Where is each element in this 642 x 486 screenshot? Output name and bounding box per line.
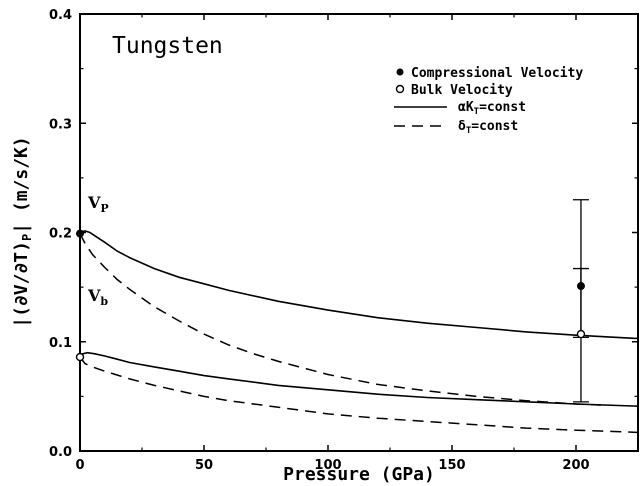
legend-delta-t-main: δ [458,119,466,134]
vb-dashed-curve [79,356,639,434]
annotation-vp-main: V [87,193,101,212]
y-label-part-2: | (m/s/K) [11,136,32,234]
legend-delta-t-sub: T [466,126,472,136]
annotation-vb: Vb [87,286,108,308]
legend-label-compressional: Compressional Velocity [411,66,583,81]
legend-alpha-kt-rest: =const [479,100,526,115]
y-label-sub-p: P [20,234,34,241]
vp-dashed-curve [79,233,601,406]
annotation-vb-sub: b [100,295,108,308]
y-tick-label: 0.4 [49,8,72,23]
legend-delta-t-rest: =const [471,119,518,134]
axis-ticks [79,13,638,452]
x-tick-label: 150 [438,458,465,473]
compressional-velocity-point [76,229,84,238]
vp-solid-curve [79,230,639,340]
vb-solid-curve [79,351,639,407]
x-axis-label: Pressure (GPa) [283,464,435,485]
data-points [75,199,589,403]
y-tick-label: 0.3 [49,117,72,132]
series-lines [79,230,639,434]
legend-filled-circle-marker [396,68,404,76]
annotation-vp-sub: P [100,202,108,215]
y-label-part-1: |(∂V/∂T) [11,241,32,328]
legend-open-circle-marker [395,84,405,94]
legend-label-deltaT: δT=const [458,119,518,136]
annotation-vb-main: V [87,286,101,305]
x-tick-label: 0 [75,458,84,473]
y-tick-label: 0.1 [49,336,72,351]
x-tick-label: 200 [562,458,589,473]
axis-tick-labels: 0 50 100 150 200 0.0 0.1 0.2 0.3 0.4 [49,8,590,473]
bulk-velocity-point [75,352,85,362]
bulk-velocity-point [576,329,586,339]
y-tick-label: 0.0 [49,445,72,460]
x-tick-label: 100 [314,458,341,473]
legend-label-alphaKT: αKT=const [458,100,526,117]
legend-label-bulk: Bulk Velocity [411,83,513,98]
legend-alpha-kt-sub: T [474,107,480,117]
chart-title: Tungsten [112,33,223,59]
y-axis-label: |(∂V/∂T)P| (m/s/K) [11,136,34,327]
x-tick-label: 50 [195,458,213,473]
annotation-vp: VP [87,193,109,215]
legend: Compressional Velocity Bulk Velocity αKT… [394,66,583,136]
y-tick-label: 0.2 [49,227,72,242]
legend-alpha-kt-main: αK [458,100,474,115]
